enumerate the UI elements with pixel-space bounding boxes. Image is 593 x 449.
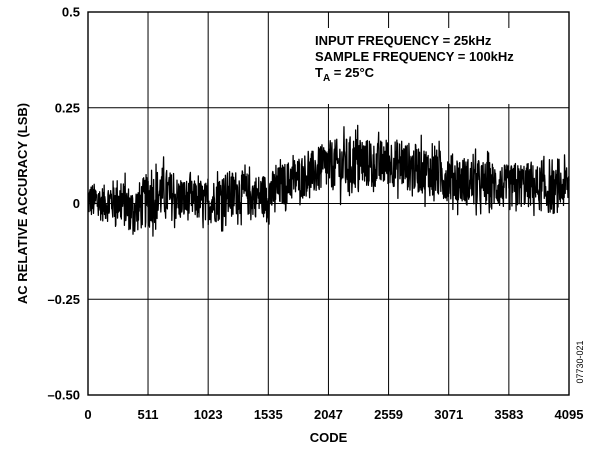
y-axis-label: AC RELATIVE ACCURACY (LSB) bbox=[15, 103, 30, 304]
data-layer bbox=[87, 124, 570, 237]
x-axis-label: CODE bbox=[310, 430, 348, 445]
annotation-temp-t: T bbox=[315, 65, 323, 80]
annotation-temp-sub: A bbox=[323, 73, 330, 84]
y-tick-label: 0.5 bbox=[62, 5, 80, 20]
annotation-temperature: TA = 25°C bbox=[315, 65, 375, 84]
accuracy-trace bbox=[87, 124, 570, 237]
x-tick-labels: 0 511 1023 1535 2047 2559 3071 3583 4095 bbox=[84, 407, 583, 422]
y-tick-label: 0.25 bbox=[55, 100, 80, 115]
x-tick-label: 3583 bbox=[494, 407, 523, 422]
x-tick-label: 0 bbox=[84, 407, 91, 422]
y-tick-label: 0 bbox=[73, 196, 80, 211]
plot-frame bbox=[87, 11, 570, 396]
x-tick-label: 2559 bbox=[374, 407, 403, 422]
x-tick-label: 2047 bbox=[314, 407, 343, 422]
annotation-block: INPUT FREQUENCY = 25kHz SAMPLE FREQUENCY… bbox=[312, 28, 562, 104]
y-tick-labels: –0.50 –0.25 0 0.25 0.5 bbox=[47, 5, 80, 403]
annotation-sample-frequency: SAMPLE FREQUENCY = 100kHz bbox=[315, 49, 514, 64]
y-tick-label: –0.50 bbox=[47, 388, 80, 403]
annotation-temp-rest: = 25°C bbox=[330, 65, 374, 80]
annotation-input-frequency: INPUT FREQUENCY = 25kHz bbox=[315, 33, 492, 48]
x-tick-label: 1535 bbox=[254, 407, 283, 422]
x-tick-label: 511 bbox=[138, 407, 159, 422]
y-tick-label: –0.25 bbox=[47, 292, 80, 307]
x-tick-label: 3071 bbox=[434, 407, 463, 422]
x-tick-label: 4095 bbox=[555, 407, 584, 422]
figure-id: 07730-021 bbox=[575, 340, 585, 383]
annotation-background bbox=[312, 28, 562, 104]
x-tick-label: 1023 bbox=[194, 407, 223, 422]
